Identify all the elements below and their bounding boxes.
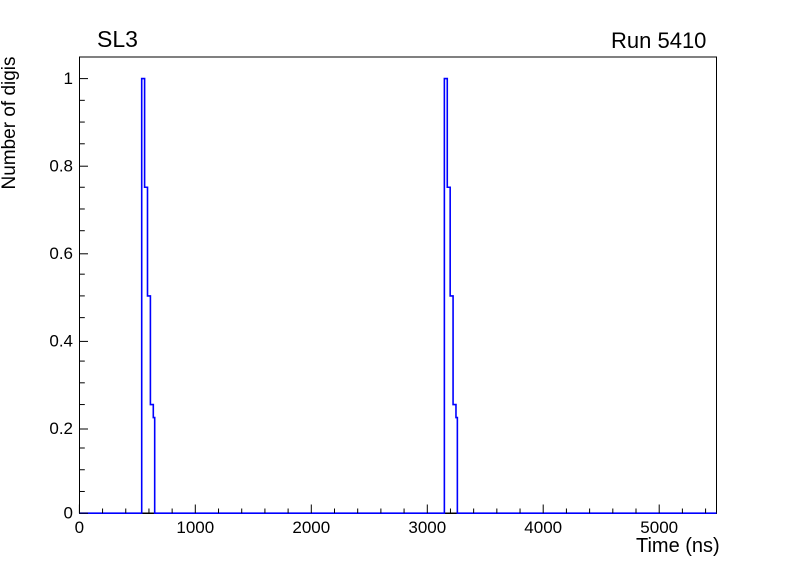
svg-text:0.4: 0.4 <box>49 332 73 351</box>
svg-text:Number of digis: Number of digis <box>0 56 20 189</box>
svg-text:3000: 3000 <box>408 518 446 537</box>
svg-text:5000: 5000 <box>640 518 678 537</box>
svg-text:1: 1 <box>64 69 73 88</box>
svg-text:2000: 2000 <box>292 518 330 537</box>
svg-text:SL3: SL3 <box>97 26 138 52</box>
svg-text:0: 0 <box>75 518 84 537</box>
svg-text:1000: 1000 <box>176 518 214 537</box>
svg-text:Run 5410: Run 5410 <box>611 28 706 53</box>
svg-text:0.2: 0.2 <box>49 419 73 438</box>
svg-text:0.8: 0.8 <box>49 157 73 176</box>
svg-text:Time (ns): Time (ns) <box>636 535 720 557</box>
svg-text:0: 0 <box>64 504 73 523</box>
svg-text:4000: 4000 <box>524 518 562 537</box>
svg-text:0.6: 0.6 <box>49 244 73 263</box>
